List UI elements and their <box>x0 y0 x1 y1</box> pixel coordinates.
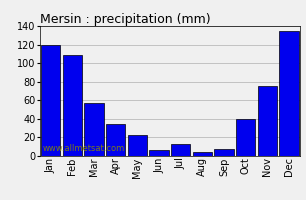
Bar <box>62 55 82 156</box>
Bar <box>106 123 125 156</box>
Bar <box>192 152 212 156</box>
Bar <box>279 31 299 156</box>
Bar <box>214 149 234 156</box>
Bar <box>149 150 169 156</box>
Bar <box>258 86 277 156</box>
Text: www.allmetsat.com: www.allmetsat.com <box>42 144 125 153</box>
Text: Mersin : precipitation (mm): Mersin : precipitation (mm) <box>40 13 211 26</box>
Bar <box>84 103 104 156</box>
Bar <box>128 135 147 156</box>
Bar <box>41 45 60 156</box>
Bar <box>236 119 256 156</box>
Bar <box>171 144 190 156</box>
